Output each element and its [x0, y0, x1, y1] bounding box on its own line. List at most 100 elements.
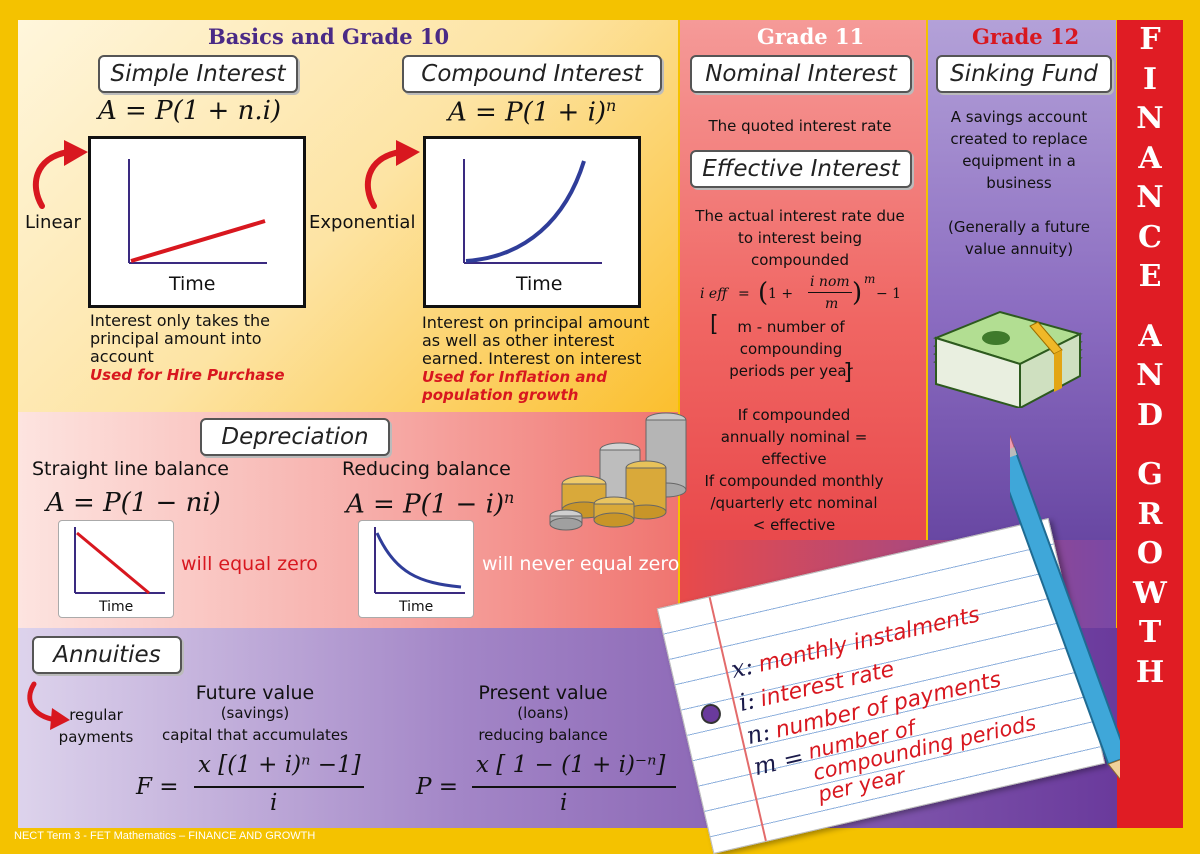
compound-interest-heading: Compound Interest [402, 55, 662, 93]
money-stack-icon [933, 310, 1083, 408]
note-variable: i: [736, 686, 758, 717]
fv-bar [194, 786, 364, 788]
banner-letter: D [1136, 397, 1163, 433]
simple-time-label: Time [169, 273, 216, 295]
reducing-time-label: Time [399, 599, 434, 615]
future-value-title: Future value [195, 682, 315, 704]
banner-letter: N [1136, 101, 1164, 136]
effective-desc: The actual interest rate due to interest… [695, 207, 905, 269]
reducing-balance-graph: Time [358, 520, 474, 618]
effective-formula-tail: − 1 [876, 286, 902, 302]
m-note-text: m - number of compounding periods per ye… [729, 318, 853, 380]
straight-line-formula: A = P(1 − ni) [46, 488, 221, 518]
nominal-desc: The quoted interest rate [708, 117, 892, 135]
effective-formula-lhs: i eff [700, 286, 728, 302]
reducing-balance-note: will never equal zero [482, 553, 680, 575]
nominal-interest-heading: Nominal Interest [690, 55, 912, 93]
linear-label: Linear [25, 212, 81, 233]
compound-formula-base: A = P(1 + i) [448, 97, 607, 128]
banner-letter: A [1138, 318, 1162, 354]
grade11-title: Grade 11 [757, 24, 865, 49]
fv-num: x [(1 + i)ⁿ −1] [198, 752, 361, 778]
present-value-formula: P = x [ 1 − (1 + i)⁻ⁿ] i [416, 752, 686, 822]
fv-den: i [270, 790, 278, 816]
note-hole [698, 701, 723, 726]
grade12-title: Grade 12 [972, 24, 1080, 49]
banner-letter: O [1136, 536, 1164, 571]
compound-interest-use: Used for Inflation and population growth [422, 368, 607, 404]
banner-letter [1117, 297, 1183, 317]
effective-interest-heading: Effective Interest [690, 150, 912, 188]
simple-interest-use: Used for Hire Purchase [90, 366, 285, 384]
fv-lhs: F = [136, 774, 179, 800]
reducing-formula-exp: n [504, 488, 515, 507]
banner-letter: I [1142, 61, 1158, 97]
straight-line-label: Straight line balance [32, 458, 229, 480]
simple-interest-desc: Interest only takes the principal amount… [90, 311, 270, 366]
annuities-heading: Annuities [32, 636, 182, 674]
reducing-balance-label: Reducing balance [342, 458, 511, 480]
banner-letter: N [1136, 358, 1164, 393]
simple-interest-formula: A = P(1 + n.i) [98, 96, 282, 126]
future-value-sub: (savings) [220, 704, 290, 722]
present-value-title: Present value [478, 682, 608, 704]
banner-letter [1117, 435, 1183, 455]
reducing-balance-formula: A = P(1 − i)n [346, 488, 514, 520]
effective-formula-bar [808, 292, 852, 293]
exponential-label: Exponential [309, 212, 416, 233]
note-variable: n: [743, 717, 774, 751]
banner-letter: A [1138, 140, 1162, 176]
regular-payments-label: regular payments [58, 706, 134, 746]
curved-arrow-icon [32, 140, 88, 209]
banner-letter: G [1137, 457, 1163, 492]
straight-line-note: will equal zero [181, 553, 318, 575]
compound-time-label: Time [516, 273, 563, 295]
compound-interest-formula: A = P(1 + i)n [448, 96, 616, 128]
grade11-panel [680, 20, 926, 620]
coins-stack-icon [549, 412, 687, 531]
pv-den: i [560, 790, 568, 816]
compound-formula-exp: n [606, 96, 617, 115]
straight-line-graph: Time [58, 520, 174, 618]
present-value-sub: (loans) [517, 704, 569, 722]
banner-letter: R [1137, 496, 1163, 532]
pencil-icon [1010, 435, 1120, 791]
future-value-formula: F = x [(1 + i)ⁿ −1] i [136, 752, 376, 822]
sinking-note: (Generally a future value annuity) [948, 218, 1090, 258]
sinking-desc: A savings account created to replace equ… [950, 108, 1088, 192]
pv-num: x [ 1 − (1 + i)⁻ⁿ] [476, 752, 666, 778]
effective-formula-num: i nom [810, 274, 850, 290]
banner-letter: C [1138, 219, 1162, 255]
banner-letter: W [1133, 575, 1167, 611]
note-variable: m = [750, 742, 807, 782]
basics-title: Basics and Grade 10 [208, 24, 450, 49]
effective-formula-den: m [825, 296, 839, 312]
banner-letter: H [1135, 654, 1165, 690]
compound-interest-desc: Interest on principal amount as well as … [422, 313, 650, 368]
annual-note: If compounded annually nominal = effecti… [720, 406, 868, 468]
m-note: [ m - number of compounding periods per … [710, 314, 866, 385]
effective-formula-eq: = [738, 286, 750, 302]
effective-formula-close: ) [852, 278, 863, 308]
straight-time-label: Time [99, 599, 134, 615]
present-value-desc: reducing balance [478, 726, 608, 744]
effective-formula-exp: m [864, 272, 876, 286]
m-note-bracket-close: ] [843, 360, 852, 385]
pv-bar [472, 786, 676, 788]
effective-formula-open: ( [758, 278, 769, 308]
monthly-note: If compounded monthly /quarterly etc nom… [704, 472, 884, 534]
banner-letter: N [1136, 180, 1164, 215]
simple-interest-heading: Simple Interest [98, 55, 298, 93]
footer-text: NECT Term 3 - FET Mathematics – FINANCE … [14, 830, 316, 842]
compound-interest-graph: Time [423, 136, 641, 308]
curved-arrow-icon [27, 681, 70, 730]
curved-arrow-icon [364, 140, 420, 209]
reducing-formula-base: A = P(1 − i) [346, 489, 505, 520]
banner-letter: F [1139, 22, 1161, 57]
effective-formula-one: 1 + [768, 286, 794, 302]
future-value-desc: capital that accumulates [162, 726, 348, 744]
note-variable: x: [728, 651, 756, 684]
banner-letter: E [1138, 259, 1162, 294]
m-note-bracket-open: [ [710, 312, 719, 337]
